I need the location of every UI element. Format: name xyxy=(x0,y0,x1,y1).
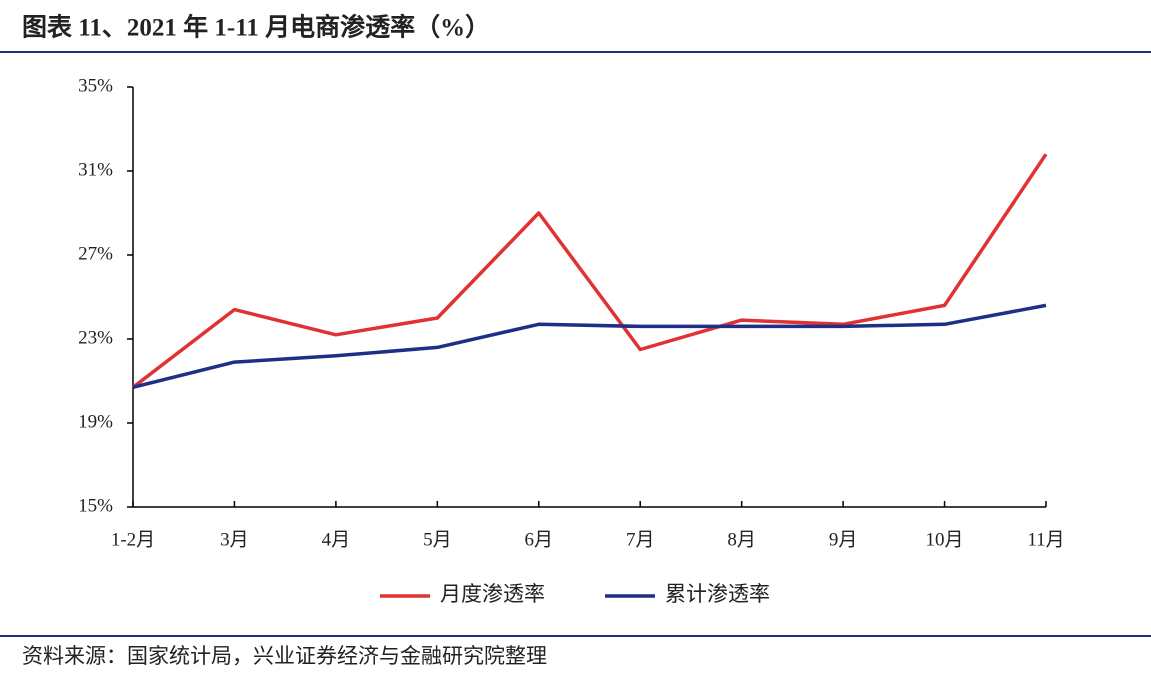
y-tick-label: 31% xyxy=(78,159,113,180)
x-tick-label: 8月 xyxy=(727,529,756,550)
legend-label: 月度渗透率 xyxy=(440,582,545,606)
x-tick-label: 5月 xyxy=(423,529,452,550)
x-tick-label: 6月 xyxy=(525,529,554,550)
series-line xyxy=(132,303,1047,389)
x-tick-label: 4月 xyxy=(322,529,351,550)
y-tick-label: 27% xyxy=(78,243,113,264)
y-tick-label: 35% xyxy=(78,75,113,96)
y-tick-label: 19% xyxy=(78,411,113,432)
x-tick-label: 1-2月 xyxy=(111,529,155,550)
y-tick-label: 15% xyxy=(78,495,113,516)
x-tick-label: 7月 xyxy=(626,529,655,550)
x-tick-label: 10月 xyxy=(926,529,964,550)
chart-title: 图表 11、2021 年 1-11 月电商渗透率（%） xyxy=(22,13,490,42)
x-tick-label: 3月 xyxy=(220,529,249,550)
x-tick-label: 9月 xyxy=(829,529,858,550)
legend-label: 累计渗透率 xyxy=(665,582,770,606)
series-line xyxy=(131,153,1048,389)
y-tick-label: 23% xyxy=(78,327,113,348)
source-note: 资料来源：国家统计局，兴业证券经济与金融研究院整理 xyxy=(22,644,547,668)
x-tick-label: 11月 xyxy=(1027,529,1064,550)
